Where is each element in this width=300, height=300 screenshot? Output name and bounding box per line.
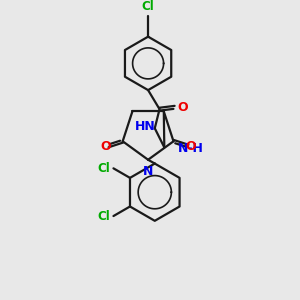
Text: N: N — [143, 164, 153, 178]
Text: O: O — [100, 140, 111, 153]
Text: N-H: N-H — [178, 142, 203, 155]
Text: Cl: Cl — [98, 209, 111, 223]
Text: Cl: Cl — [142, 0, 154, 13]
Text: HN: HN — [135, 120, 156, 133]
Text: Cl: Cl — [98, 162, 111, 175]
Text: O: O — [178, 101, 188, 114]
Text: O: O — [185, 140, 196, 153]
